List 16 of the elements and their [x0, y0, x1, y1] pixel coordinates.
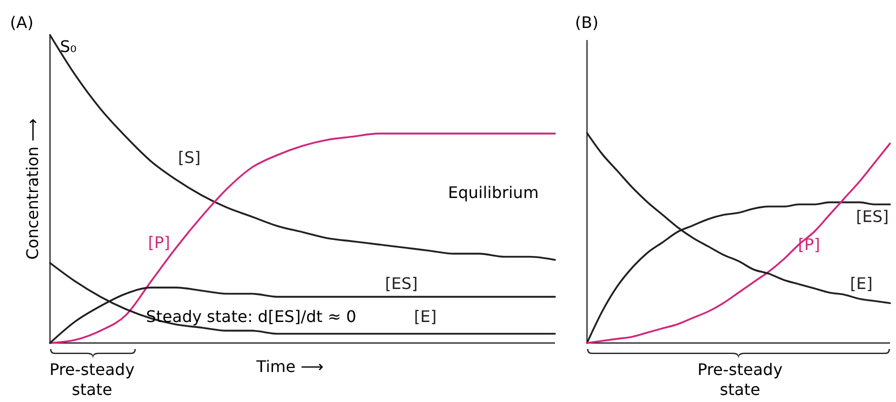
annotation: S₀: [60, 37, 77, 56]
series-label: [E]: [414, 307, 437, 326]
chart-title: (A): [10, 13, 34, 32]
y-axis-title: Concentration ⟶: [23, 118, 42, 260]
x-axis-title: Time ⟶: [255, 357, 324, 376]
series-label: [P]: [798, 235, 820, 254]
series-label: [E]: [850, 274, 873, 293]
series-label: [S]: [178, 148, 201, 167]
series-label: [P]: [148, 233, 170, 252]
series-label: [ES]: [856, 207, 889, 226]
text: Pre-steady state: [697, 360, 783, 399]
series-label: [ES]: [385, 274, 418, 293]
annotation: Steady state: d[ES]/dt ≈ 0: [146, 307, 356, 326]
chart-title: (B): [575, 13, 598, 32]
text: Pre-steady state: [49, 360, 135, 399]
annotation: Equilibrium: [448, 183, 539, 202]
